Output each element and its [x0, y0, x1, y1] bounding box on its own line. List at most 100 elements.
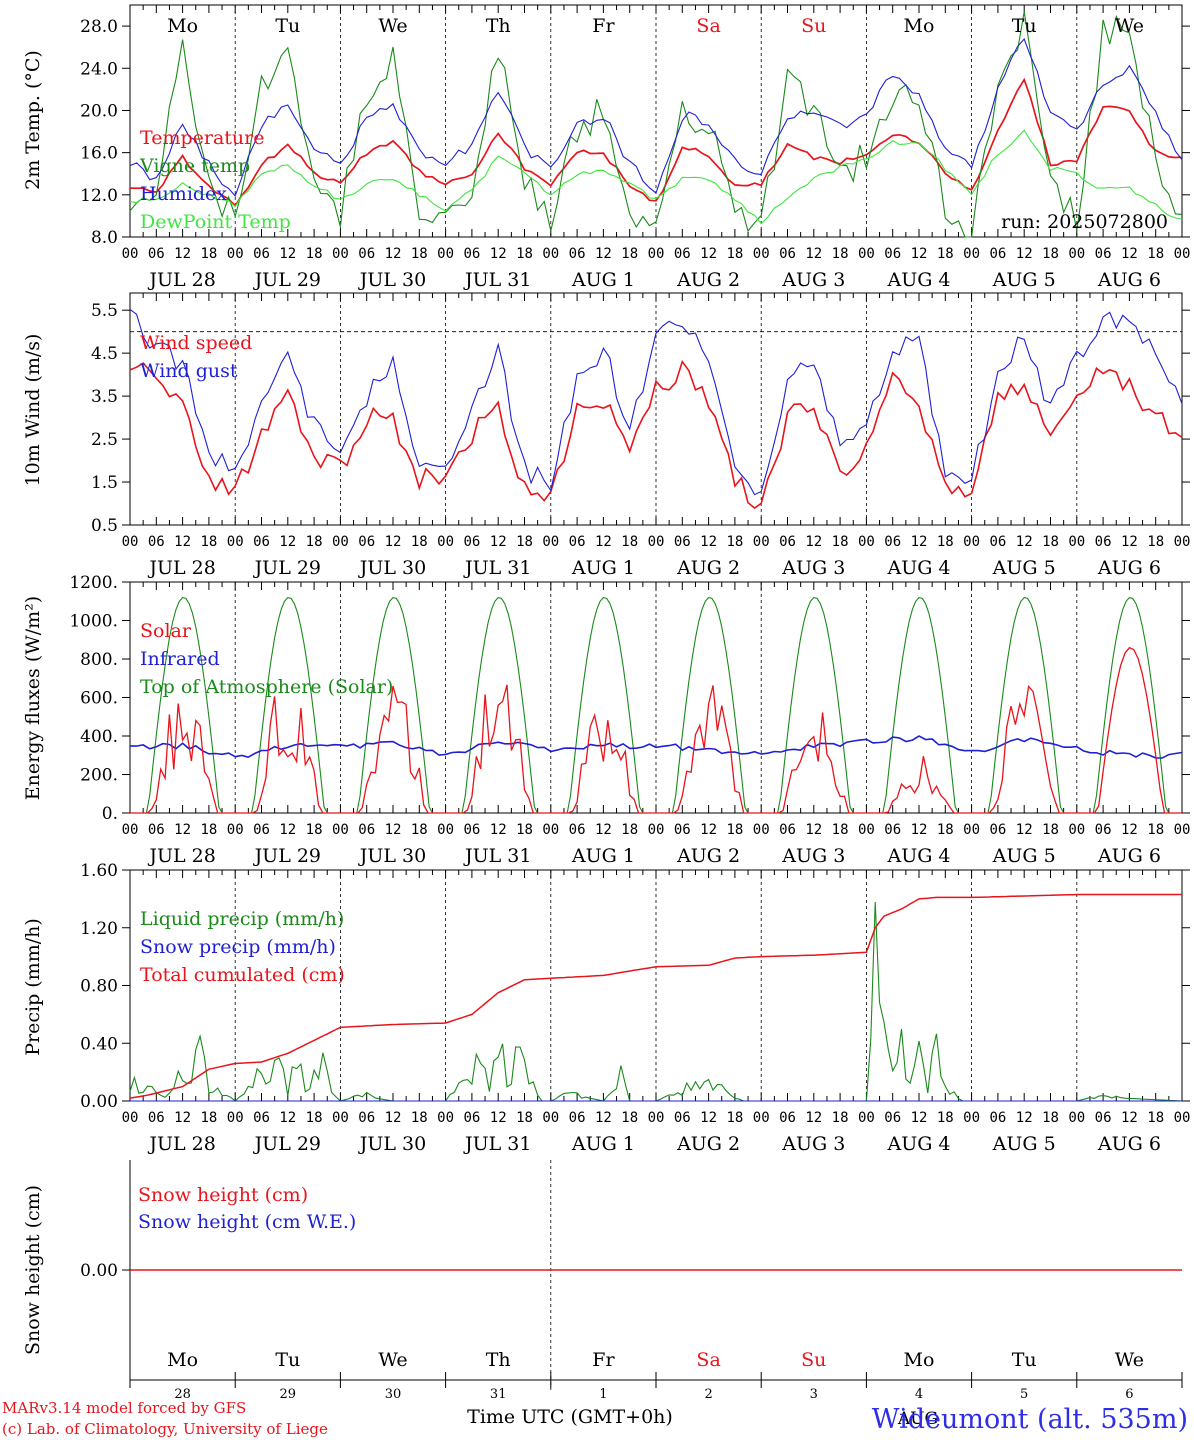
hour-tick-label: 06: [779, 1110, 796, 1126]
hour-tick-label: 12: [1121, 534, 1138, 550]
y-tick-label: 24.0: [80, 59, 118, 79]
y-tick-label: 28.0: [80, 17, 118, 37]
date-label: AUG 3: [781, 1133, 845, 1155]
hour-tick-label: 12: [490, 534, 507, 550]
date-label: JUL 29: [253, 845, 321, 867]
y-tick-label: 0.80: [80, 977, 118, 997]
hour-tick-label: 06: [148, 246, 165, 262]
hour-tick-label: 06: [884, 822, 901, 838]
hour-tick-label: 00: [227, 534, 244, 550]
hour-tick-label: 00: [858, 1110, 875, 1126]
date-label: JUL 30: [358, 845, 426, 867]
date-label: AUG 2: [676, 1133, 740, 1155]
hour-tick-label: 00: [1068, 534, 1085, 550]
weekday-label: Tu: [275, 1349, 300, 1371]
credit-line-2: (c) Lab. of Climatology, University of L…: [2, 1420, 328, 1438]
hour-tick-label: 12: [385, 246, 402, 262]
date-label: JUL 31: [463, 1133, 531, 1155]
hour-tick-label: 06: [989, 1110, 1006, 1126]
y-axis-title: Precip (mm/h): [22, 918, 44, 1056]
hour-tick-label: 06: [1095, 534, 1112, 550]
hour-tick-label: 06: [358, 246, 375, 262]
legend-entry: DewPoint Temp: [140, 211, 291, 233]
hour-tick-label: 18: [1147, 534, 1164, 550]
y-axis-title: Snow height (cm): [22, 1185, 44, 1355]
day-number-label: 5: [1020, 1387, 1028, 1402]
weekday-label: Tu: [275, 15, 300, 37]
legend-entry: Snow height (cm W.E.): [138, 1211, 356, 1233]
hour-tick-label: 18: [1042, 1110, 1059, 1126]
hour-tick-label: 06: [463, 1110, 480, 1126]
hour-tick-label: 18: [1042, 822, 1059, 838]
y-tick-label: 0.00: [80, 1261, 118, 1281]
hour-tick-label: 18: [516, 246, 533, 262]
y-tick-label: 1.5: [91, 473, 118, 493]
hour-tick-label: 18: [516, 534, 533, 550]
hour-tick-label: 12: [174, 1110, 191, 1126]
hour-tick-label: 18: [937, 534, 954, 550]
hour-tick-label: 18: [832, 246, 849, 262]
series-line: [129, 129, 1183, 225]
hour-tick-label: 00: [437, 246, 454, 262]
hour-tick-label: 12: [1121, 1110, 1138, 1126]
hour-tick-label: 00: [1068, 822, 1085, 838]
date-label: AUG 3: [781, 557, 845, 579]
weekday-label: Mo: [167, 15, 198, 37]
y-tick-label: 0.5: [91, 516, 118, 536]
hour-tick-label: 18: [937, 246, 954, 262]
hour-tick-label: 12: [279, 1110, 296, 1126]
hour-tick-label: 12: [595, 534, 612, 550]
hour-tick-label: 18: [726, 1110, 743, 1126]
hour-tick-label: 12: [1016, 534, 1033, 550]
date-label: JUL 31: [463, 557, 531, 579]
hour-tick-label: 12: [385, 822, 402, 838]
hour-tick-label: 00: [122, 822, 139, 838]
hour-tick-label: 00: [1174, 822, 1191, 838]
hour-tick-label: 18: [1042, 534, 1059, 550]
legend-entry: Liquid precip (mm/h): [140, 908, 344, 930]
day-number-label: 3: [810, 1387, 818, 1402]
hour-tick-label: 18: [832, 822, 849, 838]
weekday-label: Th: [486, 1349, 511, 1371]
snow-panel: 0.00 Snow height (cm) Snow height (cm) Snow…: [22, 1160, 1183, 1402]
day-number-label: 29: [280, 1387, 297, 1402]
legend-entry: Wind gust: [140, 360, 238, 382]
hour-tick-label: 18: [832, 534, 849, 550]
date-label: AUG 2: [676, 269, 740, 291]
date-label: AUG 6: [1097, 845, 1161, 867]
series-line: [129, 37, 1183, 197]
wind-panel: 00 06 12 18 00 06 12 18 00 06 12 18 00 06 12 18 00 06 12 18…: [22, 292, 1191, 579]
hour-tick-label: 06: [884, 1110, 901, 1126]
date-label: AUG 2: [676, 845, 740, 867]
hour-tick-label: 00: [332, 534, 349, 550]
hour-tick-label: 00: [437, 1110, 454, 1126]
hour-tick-label: 12: [1121, 246, 1138, 262]
hour-tick-label: 06: [463, 534, 480, 550]
hour-tick-label: 12: [174, 246, 191, 262]
hour-tick-label: 18: [832, 1110, 849, 1126]
hour-tick-label: 12: [490, 822, 507, 838]
date-label: JUL 28: [147, 845, 215, 867]
series-line: [129, 735, 1183, 759]
hour-tick-label: 12: [385, 1110, 402, 1126]
run-annotation: run: 2025072800: [1001, 211, 1168, 233]
legend-entry: Solar: [140, 620, 192, 642]
hour-tick-label: 00: [1068, 1110, 1085, 1126]
y-tick-label: 1.60: [80, 861, 118, 881]
hour-tick-label: 06: [358, 534, 375, 550]
hour-tick-label: 00: [122, 1110, 139, 1126]
hour-tick-label: 00: [1068, 246, 1085, 262]
hour-tick-label: 12: [279, 822, 296, 838]
y-tick-label: 1.20: [80, 919, 118, 939]
legend-entry: Wind speed: [140, 332, 252, 354]
hour-tick-label: 18: [1147, 246, 1164, 262]
date-label: AUG 6: [1097, 269, 1161, 291]
hour-tick-label: 00: [858, 246, 875, 262]
hour-tick-label: 00: [858, 534, 875, 550]
hour-tick-label: 18: [200, 822, 217, 838]
date-label: JUL 31: [463, 845, 531, 867]
hour-tick-label: 00: [1174, 534, 1191, 550]
hour-tick-label: 00: [1174, 246, 1191, 262]
hour-tick-label: 00: [963, 1110, 980, 1126]
weekday-label: Sa: [696, 1349, 720, 1371]
